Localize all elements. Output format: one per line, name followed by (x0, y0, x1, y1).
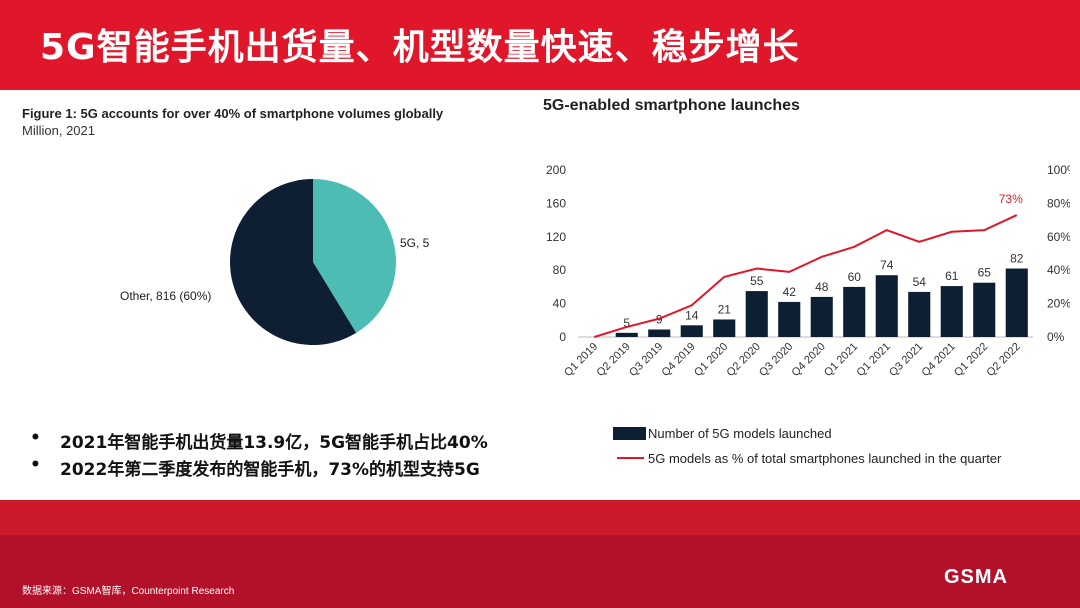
x-tick-label: Q3 2019 (627, 341, 665, 379)
bar (778, 301, 801, 337)
bar-value-label: 48 (815, 280, 829, 294)
x-tick-label: Q1 2021 (822, 341, 860, 379)
bar-value-label: 74 (880, 258, 894, 272)
bullet-text: 2021年智能手机出货量13.9亿，5G智能手机占比40% (60, 433, 488, 453)
bar (648, 329, 671, 337)
right-axis-tick: 60% (1047, 230, 1070, 244)
x-tick-label: Q2 2022 (985, 341, 1023, 379)
bar (843, 286, 866, 337)
figure1-title: Figure 1: 5G accounts for over 40% of sm… (22, 106, 444, 121)
bar-value-label: 21 (718, 302, 732, 316)
bar-value-label: 55 (750, 274, 764, 288)
bar-value-label: 42 (783, 285, 797, 299)
bar-value-label: 60 (848, 270, 862, 284)
bar (1005, 268, 1028, 337)
bullet-item: • 2022年第二季度发布的智能手机，73%的机型支持5G (30, 455, 488, 482)
bar (745, 291, 768, 337)
title-bar: 5G智能手机出货量、机型数量快速、稳步增长 (0, 0, 1080, 90)
right-axis-tick: 80% (1047, 196, 1070, 210)
legend-label-bars: Number of 5G models launched (648, 426, 832, 441)
bar (908, 291, 931, 337)
legend-swatch-bars (613, 427, 646, 440)
bullet-text: 2022年第二季度发布的智能手机，73%的机型支持5G (60, 460, 480, 480)
bar-value-label: 14 (685, 308, 699, 322)
left-axis-tick: 80 (553, 263, 567, 277)
figure1-subtitle: Million, 2021 (22, 123, 95, 138)
x-tick-label: Q4 2021 (920, 341, 958, 379)
bar-value-label: 61 (945, 269, 959, 283)
x-tick-label: Q1 2022 (952, 341, 990, 379)
left-axis-tick: 200 (546, 163, 566, 177)
x-tick-label: Q1 2021 (855, 341, 893, 379)
x-tick-label: Q4 2019 (660, 341, 698, 379)
right-axis-tick: 40% (1047, 263, 1070, 277)
x-tick-label: Q4 2020 (790, 341, 828, 379)
right-axis-tick: 20% (1047, 297, 1070, 311)
bar (875, 275, 898, 337)
bullet-list: • 2021年智能手机出货量13.9亿，5G智能手机占比40% • 2022年第… (30, 428, 488, 482)
pie-slice-other (229, 179, 357, 345)
bar-line-chart: 040801201602000%20%40%60%80%100%59142155… (546, 163, 1070, 466)
bar (615, 332, 638, 337)
bar-value-label: 5 (623, 316, 630, 330)
legend-label-line: 5G models as % of total smartphones laun… (648, 451, 1002, 466)
bar-value-label: 54 (913, 275, 927, 289)
percent-line (593, 214, 1018, 338)
x-tick-label: Q3 2021 (887, 341, 925, 379)
pie-label-other: Other, 816 (60%) (120, 289, 211, 303)
x-tick-label: Q2 2019 (595, 341, 633, 379)
page-title: 5G智能手机出货量、机型数量快速、稳步增长 (40, 27, 800, 68)
pie-slice-5g (313, 179, 396, 333)
x-tick-label: Q1 2019 (562, 341, 600, 379)
bar (810, 296, 833, 337)
footer-bar (0, 535, 1080, 608)
bar (680, 325, 703, 337)
pie-chart: 5G, 574 (40%) Other, 816 (60%) (120, 179, 430, 345)
gsma-logo: GSMA (944, 566, 1008, 588)
right-axis-tick: 100% (1047, 163, 1070, 177)
bullet-item: • 2021年智能手机出货量13.9亿，5G智能手机占比40% (30, 428, 488, 455)
bar (713, 319, 736, 337)
pie-label-5g: 5G, 574 (40%) (400, 236, 430, 250)
bullet-dot: • (30, 455, 41, 475)
figure2-title: 5G-enabled smartphone launches (543, 97, 800, 114)
bar (940, 286, 963, 337)
bullet-dot: • (30, 428, 41, 448)
bar (973, 282, 996, 337)
source-note: 数据来源：GSMA智库，Counterpoint Research (22, 586, 235, 597)
x-tick-label: Q1 2020 (692, 341, 730, 379)
bar-value-label: 82 (1010, 252, 1024, 266)
footer-band (0, 500, 1080, 535)
x-tick-label: Q3 2020 (757, 341, 795, 379)
x-tick-label: Q2 2020 (725, 341, 763, 379)
left-axis-tick: 40 (553, 297, 567, 311)
right-axis-tick: 0% (1047, 330, 1065, 344)
left-axis-tick: 120 (546, 230, 566, 244)
line-annotation: 73% (999, 192, 1023, 206)
left-axis-tick: 0 (559, 330, 566, 344)
left-axis-tick: 160 (546, 196, 566, 210)
bar-value-label: 65 (978, 266, 992, 280)
